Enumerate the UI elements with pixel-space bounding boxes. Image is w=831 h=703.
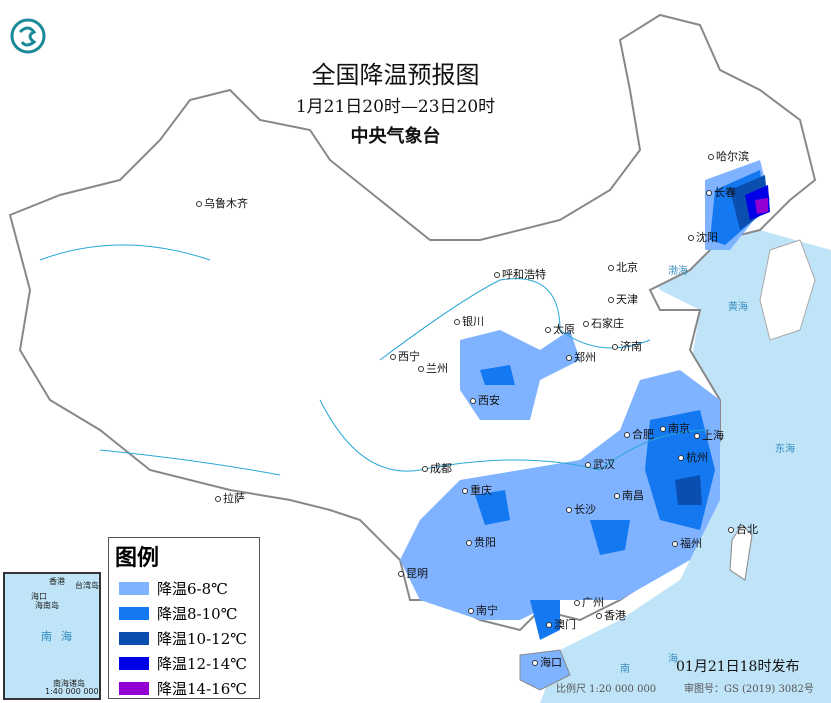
south-china-sea-inset: 香港 台湾岛 海口 海南岛 南 海 南海诸岛 1:40 000 000: [3, 572, 101, 700]
city-label: 乌鲁木齐: [196, 195, 248, 211]
legend-item: 降温6-8℃: [119, 576, 259, 601]
city-label: 南宁: [468, 602, 498, 618]
city-label: 哈尔滨: [708, 148, 749, 164]
inset-label: 香港: [49, 577, 65, 586]
sea-label-nan: 南: [620, 664, 630, 675]
map-scale: 比例尺 1:20 000 000: [556, 684, 657, 695]
legend-item: 降温10-12℃: [119, 626, 259, 651]
river: [99, 449, 281, 476]
city-label: 济南: [612, 338, 642, 354]
cooling-14-16: [755, 198, 768, 214]
sea-label-donghai: 东海: [775, 444, 795, 455]
city-label: 福州: [672, 535, 702, 551]
map-title: 全国降温预报图: [311, 61, 480, 89]
legend-item: 降温8-10℃: [119, 601, 259, 626]
sea-label-huanghai: 黄海: [728, 302, 748, 313]
inset-label: 南海诸岛: [53, 679, 85, 688]
publish-time: 01月21日18时发布: [676, 659, 800, 675]
city-label: 贵阳: [466, 534, 496, 550]
city-label: 西安: [470, 392, 500, 408]
review-number: 审图号：GS (2019) 3082号: [684, 684, 814, 695]
city-label: 郑州: [566, 349, 596, 365]
cma-logo-icon: [10, 18, 46, 54]
legend-label: 降温14-16℃: [157, 680, 248, 698]
legend-label: 降温12-14℃: [157, 655, 248, 673]
city-label: 拉萨: [215, 490, 245, 506]
city-label: 香港: [596, 607, 626, 623]
legend-swatch: [119, 632, 149, 645]
city-label: 太原: [545, 321, 575, 337]
city-label: 广州: [574, 594, 604, 610]
inset-label: 台湾岛: [75, 581, 99, 590]
sea-area: [540, 230, 831, 703]
legend-item: 降温12-14℃: [119, 651, 259, 676]
legend-label: 降温8-10℃: [157, 605, 238, 623]
inset-label: 海: [61, 630, 72, 643]
legend: 图例 降温6-8℃ 降温8-10℃ 降温10-12℃ 降温12-14℃ 降温14…: [108, 537, 260, 699]
city-label: 石家庄: [583, 315, 624, 331]
city-label: 南昌: [614, 487, 644, 503]
inset-label: 海南岛: [35, 601, 59, 610]
city-label: 上海: [694, 427, 724, 443]
city-label: 成都: [422, 460, 452, 476]
city-label: 海口: [532, 654, 562, 670]
issuer: 中央气象台: [350, 126, 441, 147]
city-label: 杭州: [678, 449, 708, 465]
city-label: 北京: [608, 259, 638, 275]
legend-item: 降温14-16℃: [119, 676, 259, 701]
city-label: 呼和浩特: [494, 266, 546, 282]
city-label: 武汉: [585, 456, 615, 472]
river: [39, 244, 211, 261]
city-label: 长春: [706, 184, 736, 200]
city-label: 长沙: [566, 501, 596, 517]
korea-peninsula: [759, 239, 816, 341]
sea-label-hai: 海: [668, 654, 678, 665]
legend-label: 降温10-12℃: [157, 630, 248, 648]
city-label: 合肥: [624, 426, 654, 442]
city-label: 沈阳: [688, 229, 718, 245]
inset-scale: 1:40 000 000: [45, 687, 99, 696]
inset-label: 南: [41, 630, 52, 643]
inset-label: 海口: [31, 592, 47, 601]
city-label: 澳门: [546, 616, 576, 632]
forecast-period: 1月21日20时—23日20时: [295, 97, 496, 117]
legend-swatch: [119, 607, 149, 620]
sea-label-bohai: 渤海: [668, 266, 688, 277]
city-label: 台北: [728, 521, 758, 537]
legend-swatch: [119, 682, 149, 695]
legend-swatch: [119, 657, 149, 670]
city-label: 南京: [660, 420, 690, 436]
city-label: 重庆: [462, 482, 492, 498]
legend-label: 降温6-8℃: [157, 580, 228, 598]
legend-swatch: [119, 582, 149, 595]
city-label: 兰州: [418, 360, 448, 376]
city-label: 天津: [608, 291, 638, 307]
city-label: 昆明: [398, 565, 428, 581]
legend-title: 图例: [115, 546, 160, 571]
city-label: 银川: [454, 313, 484, 329]
city-label: 西宁: [390, 348, 420, 364]
